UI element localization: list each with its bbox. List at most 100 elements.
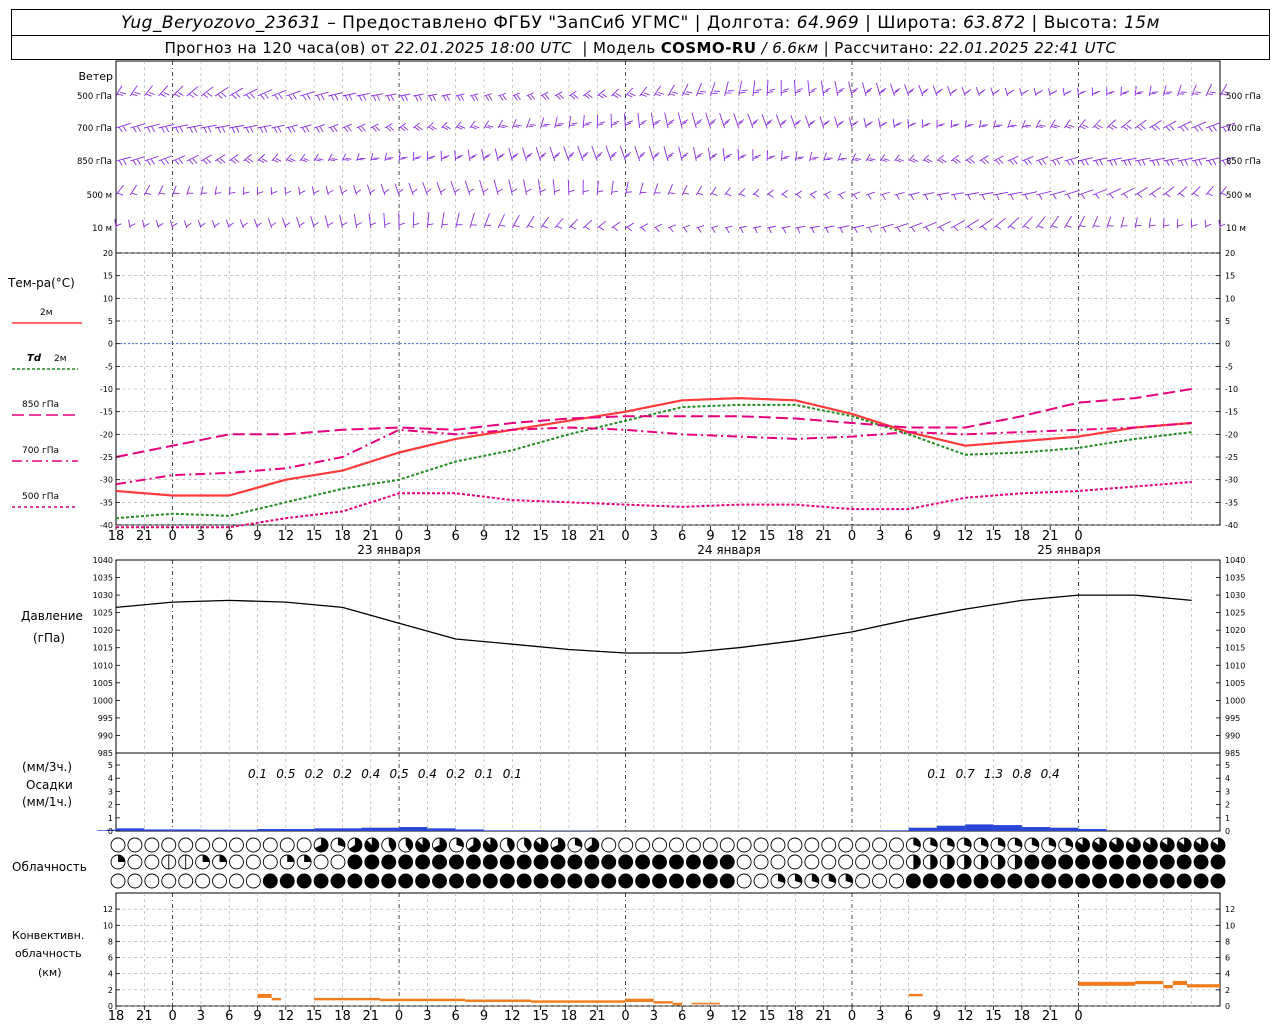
wind-barb bbox=[1106, 216, 1112, 229]
wind-barb bbox=[158, 155, 173, 162]
wind-barb-feather bbox=[969, 158, 975, 164]
precip-title: Осадки bbox=[26, 778, 73, 792]
wind-barb-feather bbox=[641, 226, 646, 232]
wind-barb-feather bbox=[965, 125, 972, 127]
wind-barb bbox=[619, 145, 626, 162]
wind-barb bbox=[582, 115, 585, 129]
cloud-cover-symbol bbox=[330, 854, 346, 870]
wind-barb-feather bbox=[1165, 192, 1171, 198]
wind-barb bbox=[522, 147, 527, 162]
temp-xtick: 21 bbox=[815, 529, 832, 544]
cloud-cover-fill bbox=[1048, 838, 1056, 848]
wind-barb-feather bbox=[638, 154, 644, 159]
wind-barb bbox=[752, 80, 756, 97]
wind-barb bbox=[353, 185, 358, 196]
cloud-cover-fill bbox=[947, 855, 955, 869]
bottom-xtick: 9 bbox=[933, 1009, 941, 1024]
bottom-xtick: 3 bbox=[876, 1009, 884, 1024]
wind-barb bbox=[848, 81, 853, 97]
cloud-cover-fill bbox=[1014, 855, 1022, 869]
wind-barb-feather bbox=[1108, 90, 1115, 94]
temp-series-Td-2м bbox=[115, 403, 1192, 520]
wind-barb-feather bbox=[926, 158, 933, 163]
wind-barb-feather bbox=[115, 223, 122, 227]
temp-xtick: 3 bbox=[423, 529, 431, 544]
wind-barb-feather bbox=[1037, 225, 1044, 229]
wind-barb-feather bbox=[289, 158, 296, 162]
wind-barb bbox=[398, 122, 407, 129]
wind-barb-feather bbox=[397, 188, 404, 194]
temp-ytick-right: 5 bbox=[1225, 317, 1230, 326]
wind-barb bbox=[299, 153, 306, 162]
wind-barb-feather bbox=[119, 91, 127, 95]
wind-barb bbox=[299, 124, 312, 129]
cloud-cover-symbol bbox=[1210, 873, 1226, 889]
wind-barb bbox=[766, 80, 769, 97]
cloud-title: Облачность bbox=[12, 860, 87, 874]
wind-barb-feather bbox=[525, 188, 532, 193]
cloud-cover-fill bbox=[349, 838, 362, 853]
wind-barb bbox=[342, 123, 352, 129]
wind-barb-feather bbox=[938, 123, 945, 126]
wind-barb-feather bbox=[925, 226, 930, 232]
wind-barb bbox=[1219, 156, 1235, 162]
wind-barb bbox=[1077, 87, 1079, 97]
wind-barb bbox=[455, 93, 465, 97]
wind-barb-feather bbox=[865, 122, 872, 127]
wind-barb bbox=[761, 113, 768, 129]
cloud-cover-fill bbox=[483, 838, 498, 852]
wind-barb-feather bbox=[965, 88, 972, 94]
wind-barb-feather bbox=[894, 87, 901, 93]
wind-barb-feather bbox=[655, 93, 662, 97]
wind-barb-feather bbox=[1122, 125, 1129, 131]
wind-barb bbox=[257, 124, 272, 129]
cloud-cover-symbol bbox=[855, 873, 871, 889]
wind-barb bbox=[552, 179, 556, 196]
wind-barb-feather bbox=[809, 119, 816, 125]
precip-ytick-left: 1 bbox=[108, 814, 113, 823]
wind-barb bbox=[639, 86, 648, 97]
wind-barb bbox=[311, 186, 315, 196]
wind-barb-feather bbox=[683, 93, 690, 96]
wind-barb bbox=[257, 153, 266, 162]
wind-barb-feather bbox=[1193, 192, 1199, 197]
wind-barb-feather bbox=[922, 124, 929, 127]
wind-barb-feather bbox=[711, 153, 718, 157]
wind-barb-feather bbox=[995, 159, 1000, 165]
wind-barb-feather bbox=[587, 93, 593, 99]
wind-barb-feather bbox=[372, 126, 377, 132]
wind-barb-feather bbox=[822, 121, 829, 127]
temp-ytick-left: -40 bbox=[100, 521, 113, 530]
wind-barb-feather bbox=[1123, 193, 1129, 199]
wind-barb-feather bbox=[568, 189, 575, 193]
cloud-cover-fill bbox=[845, 874, 853, 884]
wind-barb-feather bbox=[910, 194, 915, 200]
wind-barb-feather bbox=[1036, 125, 1043, 129]
wind-barb bbox=[605, 145, 612, 162]
cloud-cover-fill bbox=[551, 838, 566, 853]
wind-barb-feather bbox=[275, 158, 282, 162]
wind-barb-feather bbox=[1041, 159, 1047, 165]
wind-barb bbox=[1219, 122, 1236, 129]
cloud-cover-symbol bbox=[1092, 854, 1107, 870]
wind-panel-frame bbox=[115, 60, 1221, 254]
cloud-cover-symbol bbox=[1125, 873, 1141, 889]
convective-cloud-bar bbox=[653, 1001, 673, 1004]
wind-barb-feather bbox=[305, 126, 310, 133]
conv-ytick-left: 2 bbox=[108, 986, 113, 995]
cloud-cover-symbol bbox=[296, 873, 312, 889]
wind-barb-feather bbox=[556, 225, 563, 229]
wind-barb-feather bbox=[868, 227, 873, 233]
wind-barb-feather bbox=[613, 120, 620, 124]
wind-barb bbox=[1148, 186, 1162, 196]
temp-xtick: 9 bbox=[480, 529, 488, 544]
temp-xtick: 3 bbox=[876, 529, 884, 544]
wind-barb bbox=[285, 90, 301, 97]
wind-barb bbox=[577, 146, 584, 162]
wind-barb bbox=[707, 147, 711, 162]
wind-barb-feather bbox=[343, 126, 349, 133]
cloud-cover-symbol bbox=[245, 837, 261, 853]
wind-barb bbox=[625, 181, 629, 196]
wind-barb bbox=[1049, 119, 1056, 129]
wind-barb-feather bbox=[879, 89, 885, 94]
